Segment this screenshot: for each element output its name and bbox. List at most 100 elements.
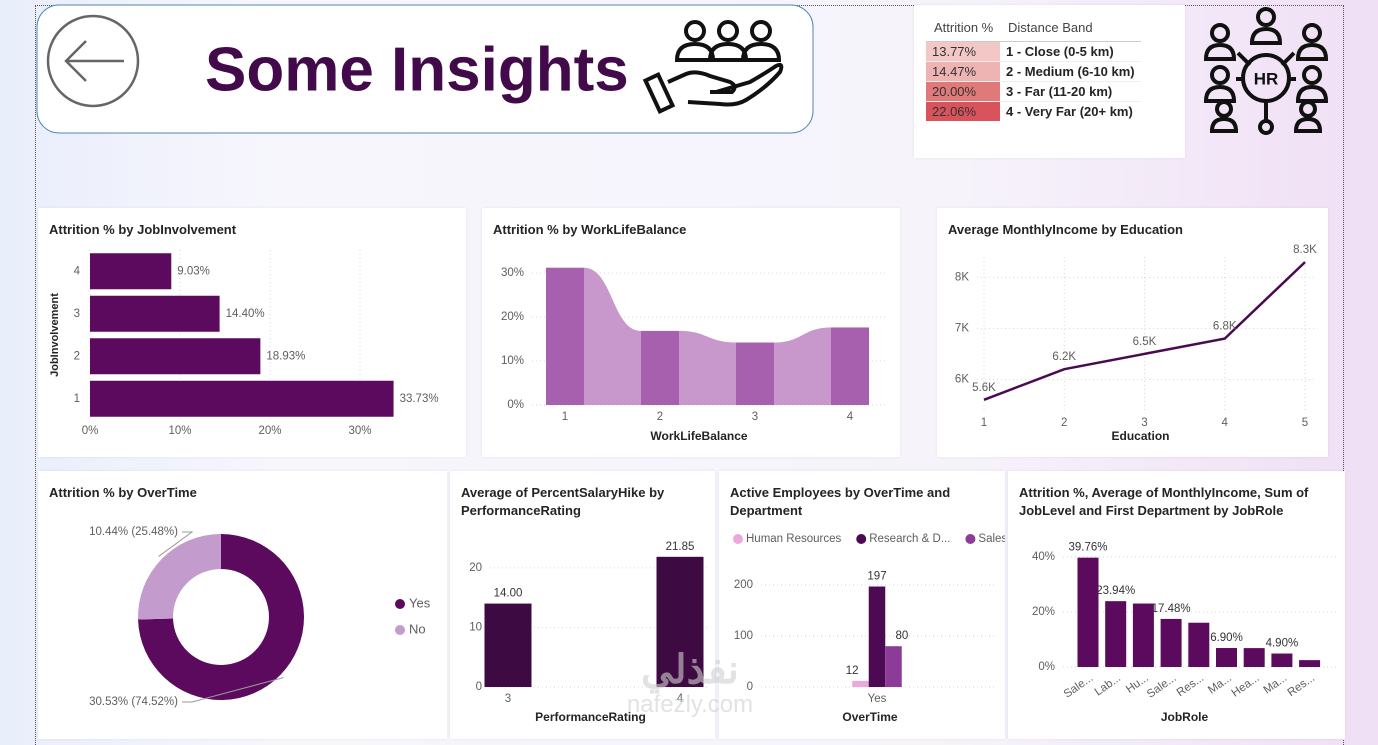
x-tick-label: 1 <box>562 411 568 423</box>
bar <box>656 556 704 687</box>
legend-swatch <box>965 534 976 544</box>
data-label: 33.73% <box>400 393 439 405</box>
x-tick-label: 4 <box>847 411 854 423</box>
ribbon <box>774 327 831 405</box>
x-axis-title: OverTime <box>842 710 897 724</box>
y-tick-label: 3 <box>74 308 80 320</box>
y-axis-title: JobInvolvement <box>49 293 61 377</box>
data-label: 14.40% <box>226 308 265 320</box>
y-tick-label: 0 <box>476 681 482 693</box>
donut-slice <box>138 534 304 700</box>
chart: 0%20%40%39.76%Sale...23.94%Lab... Hu...17… <box>1032 542 1338 724</box>
data-label: 18.93% <box>266 350 305 362</box>
chart-title: Attrition % by OverTime <box>49 485 197 500</box>
chart: 0 100 200 Human Resources Research & D... Sal… <box>733 533 1005 724</box>
data-label: 14.00 <box>494 588 523 600</box>
table-row: 13.77% 1 - Close (0-5 km) <box>926 41 1141 62</box>
distance-band-cell: 3 - Far (11-20 km) <box>1000 81 1141 102</box>
attrition-cell: 13.77% <box>926 41 1000 62</box>
legend-label: Sales <box>978 533 1005 545</box>
chart-card: Average of PercentSalaryHike by Performa… <box>450 471 715 739</box>
data-label: 4.90% <box>1266 638 1299 650</box>
y-tick-label: 30% <box>501 267 524 279</box>
bar <box>831 327 869 405</box>
bar <box>1299 660 1321 667</box>
y-tick-label: 0% <box>1038 661 1055 673</box>
y-tick-label: 10% <box>501 355 524 367</box>
ribbon <box>679 330 736 405</box>
y-tick-label: 2 <box>74 350 80 362</box>
x-tick-label: 3 <box>1141 417 1147 429</box>
bar <box>546 267 584 405</box>
y-tick-label: 20% <box>1032 606 1055 618</box>
x-tick-label: 20% <box>258 425 281 437</box>
bar <box>90 253 172 290</box>
x-tick-label: 2 <box>1061 417 1067 429</box>
bar <box>1105 601 1127 667</box>
people-hand-icon <box>642 20 784 115</box>
legend-label: No <box>409 621 426 636</box>
x-tick-label: 4 <box>1222 417 1229 429</box>
bar <box>484 603 532 687</box>
legend-label: Human Resources <box>746 533 841 545</box>
y-tick-label: 200 <box>734 579 753 591</box>
data-label: 30.53% (74.52%) <box>89 696 178 708</box>
legend-swatch <box>395 625 405 635</box>
chart-card: Attrition % by OverTime 30.53% (74.52%) Ye… <box>38 471 447 739</box>
line <box>983 261 1306 401</box>
chart-card: Average MonthlyIncome by Education 6K 7K 8K… <box>937 208 1328 457</box>
bar <box>885 646 902 687</box>
y-tick-label: 0 <box>747 681 753 693</box>
y-tick-label: 20% <box>501 311 524 323</box>
x-tick-label: 3 <box>505 693 511 705</box>
bar <box>90 380 394 417</box>
bar <box>1077 557 1099 667</box>
table-header-row: Attrition % Distance Band <box>926 17 1141 42</box>
distance-band-cell: 2 - Medium (6-10 km) <box>1000 61 1141 82</box>
y-tick-label: 20 <box>469 562 482 574</box>
chart-title: Attrition % by WorkLifeBalance <box>493 222 687 237</box>
legend-swatch <box>856 534 867 544</box>
chart: 0% 10% 20% 30% 1 33.73% 2 18.93% 3 14.40% 4 9.03% Jo… <box>49 250 439 437</box>
bar <box>1271 653 1293 667</box>
chart-title: Average MonthlyIncome by Education <box>948 222 1184 237</box>
attrition-cell: 22.06% <box>926 101 1000 121</box>
x-tick-label: Res... <box>1286 672 1317 699</box>
table-header: Attrition % <box>926 17 1000 42</box>
chart-card: Active Employees by OverTime and Departm… <box>719 471 1005 739</box>
x-tick-label: 3 <box>752 411 758 423</box>
bar <box>1160 618 1182 667</box>
x-tick-label: Sale... <box>1145 672 1179 701</box>
x-tick-label: 5 <box>1302 417 1308 429</box>
chart-card: Attrition %, Average of MonthlyIncome, S… <box>1008 471 1345 739</box>
x-axis-title: Education <box>1111 429 1169 443</box>
attrition-cell: 14.47% <box>926 61 1000 82</box>
x-axis-title: JobRole <box>1161 710 1209 724</box>
data-label: 5.6K <box>972 382 996 394</box>
data-label: 6.8K <box>1213 321 1237 333</box>
x-tick-label: 0% <box>82 425 99 437</box>
leader-line <box>182 677 284 703</box>
back-button[interactable] <box>46 14 140 108</box>
x-tick-label: 10% <box>168 425 191 437</box>
legend-swatch <box>395 599 405 609</box>
chart-card: Attrition % by JobInvolvement 0% 10% 20% 30%… <box>38 208 466 457</box>
data-label: 9.03% <box>177 265 210 277</box>
legend-swatch <box>733 534 743 544</box>
distance-band-cell: 4 - Very Far (20+ km) <box>1000 101 1141 121</box>
bar <box>868 586 886 687</box>
table-row: 20.00% 3 - Far (11-20 km) <box>926 81 1141 102</box>
data-label: 12 <box>846 665 859 677</box>
data-label: 6.90% <box>1210 632 1243 644</box>
x-axis-title: WorkLifeBalance <box>650 429 747 443</box>
donut-slice <box>138 534 221 620</box>
y-tick-label: 1 <box>74 393 80 405</box>
data-label: 197 <box>867 571 886 583</box>
chart-card: Attrition % by WorkLifeBalance 0% 10% 20% 30… <box>482 208 900 457</box>
data-label: 17.48% <box>1152 603 1191 615</box>
header-card <box>36 4 814 134</box>
distance-table: Attrition % Distance Band 13.77% 1 - Close … <box>926 17 1141 121</box>
table-row: 22.06% 4 - Very Far (20+ km) <box>926 101 1141 121</box>
x-tick-label: Yes <box>868 693 887 705</box>
